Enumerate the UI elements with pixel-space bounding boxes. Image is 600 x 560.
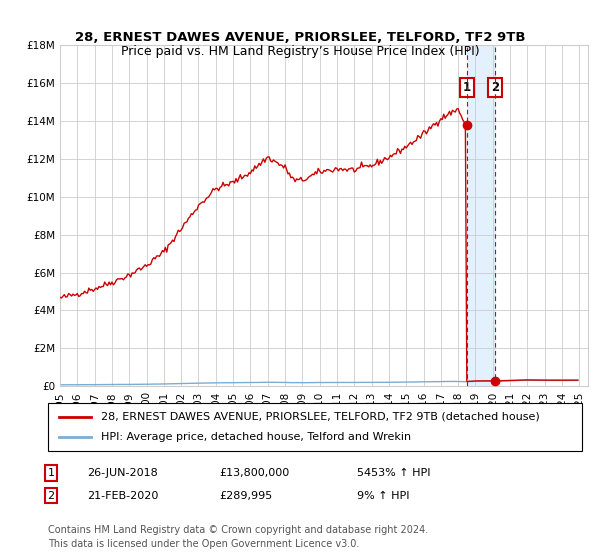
Text: 1: 1 xyxy=(463,81,470,94)
Text: £13,800,000: £13,800,000 xyxy=(219,468,289,478)
Text: HPI: Average price, detached house, Telford and Wrekin: HPI: Average price, detached house, Telf… xyxy=(101,432,412,442)
Text: 26-JUN-2018: 26-JUN-2018 xyxy=(87,468,158,478)
Text: 21-FEB-2020: 21-FEB-2020 xyxy=(87,491,158,501)
Text: 9% ↑ HPI: 9% ↑ HPI xyxy=(357,491,409,501)
Text: 5453% ↑ HPI: 5453% ↑ HPI xyxy=(357,468,431,478)
Text: 28, ERNEST DAWES AVENUE, PRIORSLEE, TELFORD, TF2 9TB: 28, ERNEST DAWES AVENUE, PRIORSLEE, TELF… xyxy=(75,31,525,44)
Text: 1: 1 xyxy=(47,468,55,478)
Bar xyxy=(467,45,495,386)
Text: £289,995: £289,995 xyxy=(219,491,272,501)
Text: 2: 2 xyxy=(47,491,55,501)
FancyBboxPatch shape xyxy=(48,403,582,451)
Text: 28, ERNEST DAWES AVENUE, PRIORSLEE, TELFORD, TF2 9TB (detached house): 28, ERNEST DAWES AVENUE, PRIORSLEE, TELF… xyxy=(101,412,540,422)
Text: Price paid vs. HM Land Registry’s House Price Index (HPI): Price paid vs. HM Land Registry’s House … xyxy=(121,45,479,58)
Text: 2: 2 xyxy=(491,81,499,94)
Text: Contains HM Land Registry data © Crown copyright and database right 2024.
This d: Contains HM Land Registry data © Crown c… xyxy=(48,525,428,549)
